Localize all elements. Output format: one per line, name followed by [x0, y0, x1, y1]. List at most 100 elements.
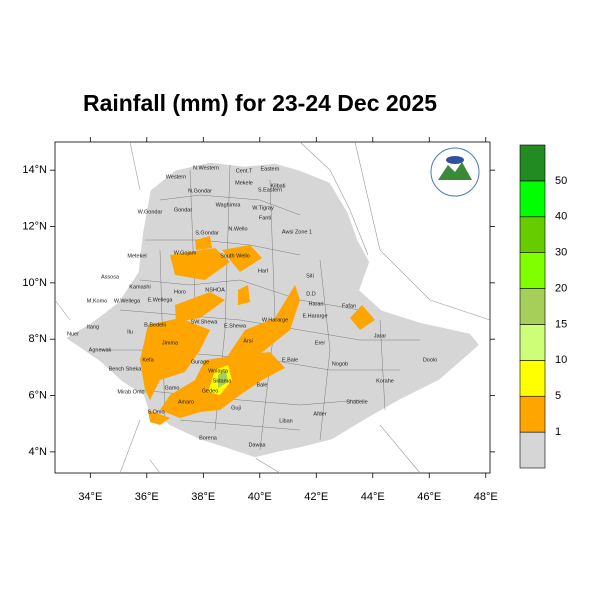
x-tick-label: 38°E: [191, 491, 215, 503]
colorbar-label: 15: [555, 318, 567, 330]
region-label: N.Gondar: [188, 188, 212, 194]
country-outline: [63, 161, 482, 459]
x-tick-label: 42°E: [304, 491, 328, 503]
region-label: Guji: [231, 405, 241, 411]
x-tick-label: 48°E: [474, 491, 498, 503]
region-label: Bale: [256, 382, 267, 388]
region-label: Horo: [174, 289, 186, 295]
region-label: Siti: [306, 273, 314, 279]
region-label: Fanti: [259, 215, 271, 221]
region-label: Gurage: [191, 359, 209, 365]
colorbar-box: [519, 144, 546, 182]
region-label: E.Shewa: [224, 323, 247, 329]
region-label: Jimma: [162, 340, 179, 346]
logo: [430, 147, 480, 197]
region-label: W.Gondar: [138, 209, 163, 215]
colorbar-label: 5: [555, 390, 561, 402]
colorbar-box: [519, 431, 546, 469]
region-label: Harl: [258, 268, 268, 274]
region-label: D.D: [306, 291, 316, 297]
region-label: Nogob: [332, 361, 348, 367]
region-label: N.Wello: [228, 226, 247, 232]
colorbar-box: [519, 360, 546, 397]
region-label: S.Omo: [147, 409, 164, 415]
x-tick-label: 34°E: [78, 491, 102, 503]
colorbar-label: 50: [555, 175, 567, 187]
region-label: Mekele: [235, 180, 253, 186]
region-label: Fafan: [342, 303, 356, 309]
x-tick-label: 40°E: [248, 491, 272, 503]
colorbar-label: 20: [555, 282, 567, 294]
region-label: Assosa: [101, 274, 120, 280]
region-label: Gondar: [174, 207, 193, 213]
colorbar-label: 30: [555, 247, 567, 259]
region-label: South Wello: [220, 253, 250, 259]
colorbar-label: 10: [555, 354, 567, 366]
region-label: Agnewak: [89, 347, 112, 353]
region-label: Doolo: [423, 357, 437, 363]
region-label: NSHOA: [205, 287, 225, 293]
region-label: Korahe: [376, 378, 394, 384]
x-tick-label: 44°E: [361, 491, 385, 503]
rain-patches: [140, 236, 375, 425]
region-label: Nuer: [67, 331, 79, 337]
region-label: M.Komo: [87, 298, 107, 304]
y-tick-label: 10°N: [22, 277, 47, 289]
region-label: Metekel: [127, 253, 146, 259]
y-tick-label: 12°N: [22, 220, 47, 232]
colorbar-label: 40: [555, 211, 567, 223]
region-label: Dawaa: [248, 442, 266, 448]
region-label: Itang: [87, 324, 99, 330]
region-label: Gedeo: [202, 388, 219, 394]
region-label: E.Bale: [282, 357, 298, 363]
neighbor-borders: [54, 141, 491, 474]
colorbar-label: 1: [555, 426, 561, 438]
region-label: Kefa: [142, 357, 154, 363]
region-label: Bench Sheka: [109, 366, 143, 372]
colorbar-box: [519, 324, 546, 361]
region-label: Jarar: [374, 333, 387, 339]
region-label: Kilbati: [271, 183, 286, 189]
region-label: Gamo: [165, 385, 180, 391]
region-label: W.Hararge: [262, 317, 288, 323]
region-label: Afder: [313, 411, 326, 417]
region-label: Liban: [279, 418, 292, 424]
region-label: W.Wellega: [114, 298, 141, 304]
region-label: Wolayta: [208, 368, 229, 374]
region-label: Arsi: [243, 338, 252, 344]
region-label: Sidama: [213, 378, 233, 384]
region-label: Mirab Omo: [117, 389, 144, 395]
y-tick-label: 8°N: [29, 333, 48, 345]
region-label: S.Eastern: [258, 187, 282, 193]
y-tick-label: 6°N: [29, 389, 48, 401]
x-tick-label: 46°E: [417, 491, 441, 503]
y-tick-label: 4°N: [29, 446, 48, 458]
x-tick-label: 36°E: [135, 491, 159, 503]
colorbar-box: [519, 252, 546, 289]
region-label: Harari: [309, 301, 324, 307]
region-label: Erer: [315, 340, 326, 346]
region-label: Shabelle: [346, 399, 367, 405]
region-label: Eastern: [261, 166, 280, 172]
region-label: B.Bedelli: [144, 322, 166, 328]
colorbar-box: [519, 180, 546, 218]
region-label: Borena: [199, 435, 218, 441]
region-label: E.Wellega: [148, 297, 174, 303]
region-label: Amaro: [178, 399, 194, 405]
map-title: Rainfall (mm) for 23-24 Dec 2025: [83, 90, 437, 116]
region-label: SW.Shewa: [191, 319, 219, 325]
region-label: S.Gondar: [195, 230, 219, 236]
region-label: W.Gojam: [174, 250, 197, 256]
region-label: W.Tigray: [252, 205, 274, 211]
region-label: N.Western: [193, 165, 219, 171]
y-tick-label: 14°N: [22, 164, 47, 176]
colorbar-box: [519, 288, 546, 325]
region-label: E.Hararge: [302, 313, 327, 319]
region-label: Ilu: [127, 329, 133, 335]
region-label: Kamashi: [129, 284, 150, 290]
region-label: Waghimra: [216, 202, 242, 208]
region-label: Cent.T: [236, 168, 253, 174]
region-label: Western: [166, 174, 186, 180]
colorbar-box: [519, 395, 546, 433]
